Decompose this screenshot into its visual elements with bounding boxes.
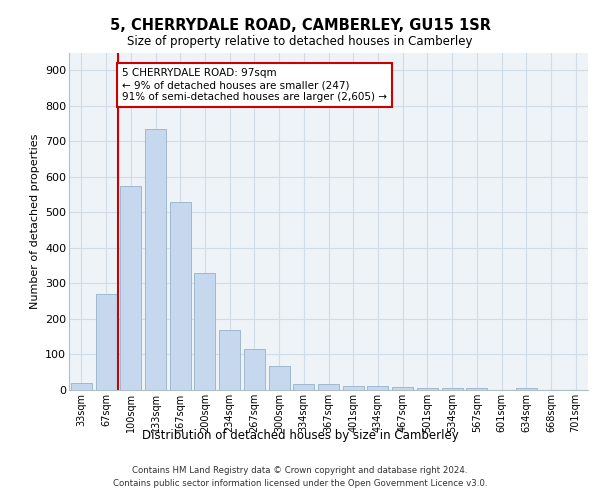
Bar (145, 129, 166, 390)
Bar (194, 273, 215, 390)
Text: 5 CHERRYDALE ROAD: 97sqm
← 9% of detached houses are smaller (247)
91% of semi-d: 5 CHERRYDALE ROAD: 97sqm ← 9% of detache… (122, 68, 387, 102)
Bar (219, 330, 240, 390)
Bar (95, 294, 116, 390)
Bar (343, 386, 364, 390)
Y-axis label: Number of detached properties: Number of detached properties (29, 134, 40, 309)
Text: Distribution of detached houses by size in Camberley: Distribution of detached houses by size … (142, 430, 458, 442)
Bar (170, 202, 191, 390)
Bar (392, 387, 413, 390)
Bar (120, 186, 141, 390)
Bar (71, 383, 92, 390)
Text: Size of property relative to detached houses in Camberley: Size of property relative to detached ho… (127, 35, 473, 48)
Bar (318, 384, 339, 390)
Text: Contains HM Land Registry data © Crown copyright and database right 2024.
Contai: Contains HM Land Registry data © Crown c… (113, 466, 487, 487)
Bar (466, 388, 487, 390)
Text: 5, CHERRYDALE ROAD, CAMBERLEY, GU15 1SR: 5, CHERRYDALE ROAD, CAMBERLEY, GU15 1SR (110, 18, 491, 32)
Bar (417, 388, 438, 390)
Bar (269, 366, 290, 390)
Bar (293, 384, 314, 390)
Bar (442, 388, 463, 390)
Bar (244, 349, 265, 390)
Bar (367, 386, 388, 390)
Bar (516, 388, 537, 390)
